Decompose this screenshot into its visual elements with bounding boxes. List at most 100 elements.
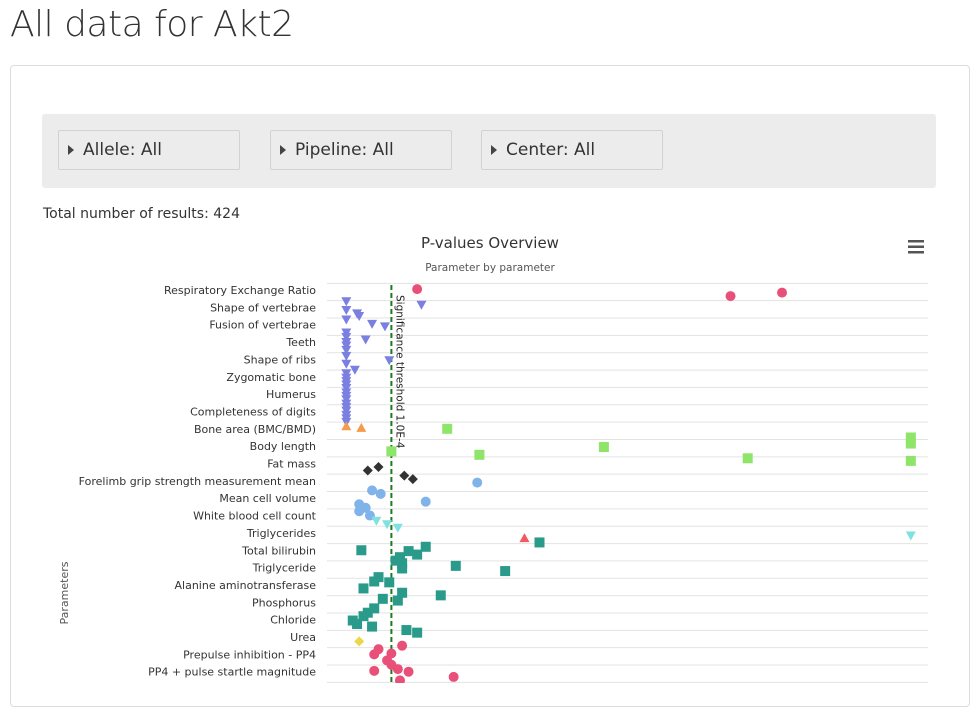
data-point[interactable] [416, 300, 427, 310]
pvalues-chart: P-values Overview Parameter by parameter… [58, 234, 928, 683]
chart-menu-icon[interactable] [906, 239, 926, 255]
data-point[interactable] [386, 446, 397, 457]
pipeline-filter-button[interactable]: Pipeline: All [270, 130, 452, 170]
data-point[interactable] [356, 545, 367, 556]
data-point[interactable] [341, 305, 352, 315]
data-point[interactable] [777, 287, 788, 298]
data-point[interactable] [373, 461, 384, 472]
data-point[interactable] [534, 537, 545, 548]
data-point[interactable] [384, 356, 395, 366]
data-point[interactable] [367, 319, 378, 329]
data-point[interactable] [354, 312, 365, 322]
data-point[interactable] [742, 453, 753, 464]
data-point[interactable] [442, 423, 453, 434]
data-point[interactable] [369, 665, 380, 676]
data-point[interactable] [390, 555, 401, 566]
y-tick-label: Alanine aminotransferase [175, 579, 317, 592]
y-tick-label: Phosphorus [252, 596, 316, 609]
data-point[interactable] [377, 593, 388, 604]
data-point[interactable] [519, 533, 530, 543]
chart-title: P-values Overview [421, 234, 559, 252]
data-point[interactable] [412, 627, 423, 638]
data-point[interactable] [412, 549, 423, 560]
data-point[interactable] [341, 351, 352, 361]
data-point[interactable] [392, 523, 403, 533]
data-point[interactable] [360, 502, 371, 513]
total-results-label: Total number of results: [43, 206, 214, 222]
data-point[interactable] [435, 590, 446, 601]
data-point[interactable] [905, 455, 916, 466]
data-point[interactable] [358, 611, 369, 622]
data-point[interactable] [472, 477, 483, 488]
allele-filter-button[interactable]: Allele: All [58, 130, 240, 170]
data-point[interactable] [369, 576, 380, 587]
data-point[interactable] [450, 560, 461, 571]
data-point[interactable] [420, 541, 431, 552]
y-tick-label: PP4 + pulse startle magnitude [148, 666, 316, 679]
data-point[interactable] [358, 583, 369, 594]
y-tick-label: Shape of vertebrae [210, 301, 316, 314]
y-tick-label: Chloride [270, 614, 316, 627]
data-point[interactable] [394, 675, 405, 683]
data-point[interactable] [369, 649, 380, 660]
data-point[interactable] [384, 577, 395, 588]
data-point[interactable] [905, 531, 916, 541]
data-point[interactable] [403, 666, 414, 677]
y-axis-labels: Respiratory Exchange Ratio Shape of verte… [79, 284, 317, 679]
data-point[interactable] [500, 566, 511, 577]
data-point[interactable] [349, 365, 360, 375]
chart-grid [327, 282, 928, 683]
data-point[interactable] [352, 618, 363, 629]
data-point[interactable] [341, 332, 352, 342]
y-tick-label: Completeness of digits [190, 405, 316, 418]
data-point[interactable] [403, 546, 414, 557]
data-point[interactable] [392, 664, 403, 675]
y-tick-label: Body length [250, 440, 316, 453]
data-point[interactable] [354, 636, 365, 647]
data-point[interactable] [367, 621, 378, 632]
data-point[interactable] [598, 442, 609, 453]
data-point[interactable] [341, 359, 352, 369]
y-tick-label: Zygomatic bone [226, 371, 316, 384]
data-point[interactable] [341, 421, 352, 431]
data-point[interactable] [397, 587, 408, 598]
y-axis-title: Parameters [58, 561, 71, 624]
data-point[interactable] [397, 558, 408, 569]
data-point[interactable] [369, 603, 380, 614]
data-point[interactable] [397, 563, 408, 574]
data-point[interactable] [341, 345, 352, 355]
data-point[interactable] [401, 625, 412, 636]
data-point[interactable] [362, 465, 373, 476]
data-point[interactable] [392, 595, 403, 606]
center-filter-button[interactable]: Center: All [481, 130, 663, 170]
y-tick-label: Fat mass [267, 458, 316, 471]
caret-right-icon [280, 145, 286, 155]
data-point[interactable] [399, 470, 410, 481]
data-point[interactable] [360, 335, 371, 345]
chart-points [341, 284, 916, 683]
data-point[interactable] [412, 284, 423, 295]
data-point[interactable] [341, 315, 352, 325]
data-point[interactable] [375, 488, 386, 499]
y-tick-label: Fusion of vertebrae [209, 319, 316, 332]
y-tick-label: Total bilirubin [241, 544, 316, 557]
y-tick-label: Shape of ribs [244, 353, 317, 366]
data-point[interactable] [356, 422, 367, 432]
y-tick-label: Urea [290, 631, 316, 644]
data-point[interactable] [382, 520, 393, 530]
total-results: Total number of results: 424 [43, 206, 240, 222]
data-point[interactable] [905, 438, 916, 449]
data-point[interactable] [397, 640, 408, 651]
y-tick-label: Respiratory Exchange Ratio [164, 284, 316, 297]
data-point[interactable] [725, 291, 736, 302]
data-point[interactable] [371, 516, 382, 526]
data-point[interactable] [905, 432, 916, 443]
data-point[interactable] [379, 322, 390, 332]
data-point[interactable] [367, 485, 378, 496]
data-point[interactable] [420, 496, 431, 507]
data-point[interactable] [448, 671, 459, 682]
data-point[interactable] [407, 474, 418, 485]
data-point[interactable] [341, 297, 352, 307]
chart-subtitle: Parameter by parameter [425, 262, 555, 274]
data-point[interactable] [474, 449, 485, 460]
